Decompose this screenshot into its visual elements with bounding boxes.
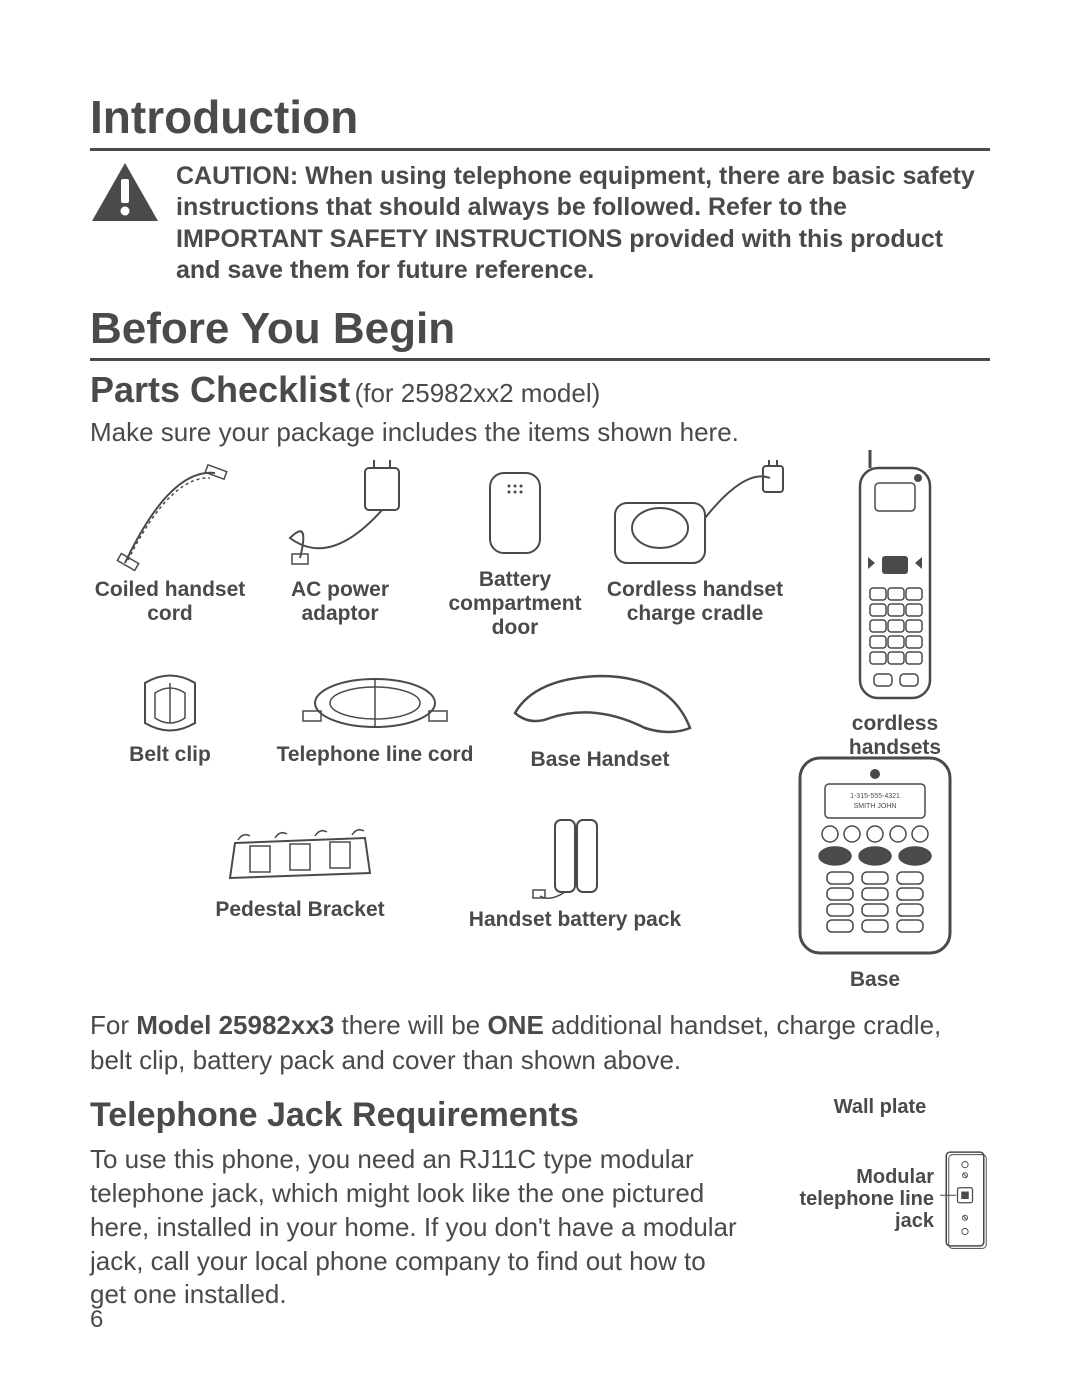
parts-checklist-model: (for 25982xx2 model) [355, 378, 601, 408]
wall-plate-label: Wall plate [770, 1096, 990, 1119]
charge-cradle-icon [600, 458, 790, 578]
wall-plate-diagram: Wall plate Modular telephone line jack [770, 1096, 990, 1279]
warning-icon [90, 161, 160, 223]
heading-before-begin: Before You Begin [90, 304, 990, 361]
pedestal-icon [190, 818, 410, 898]
charge-cradle-label: Cordless handset charge cradle [600, 578, 790, 626]
line-cord-icon [265, 663, 485, 743]
heading-jack-requirements: Telephone Jack Requirements [90, 1096, 742, 1135]
modular-jack-label: Modular telephone line jack [770, 1166, 934, 1232]
line-cord-label: Telephone line cord [265, 743, 485, 767]
parts-intro: Make sure your package includes the item… [90, 417, 990, 448]
base-label: Base [770, 968, 980, 992]
svg-text:SMITH JOHN: SMITH JOHN [854, 803, 897, 810]
ac-adaptor-label: AC power adaptor [260, 578, 420, 626]
page-number: 6 [90, 1306, 103, 1334]
pedestal-label: Pedestal Bracket [190, 898, 410, 922]
battery-door-icon [430, 458, 600, 568]
heading-parts-checklist: Parts Checklist [90, 369, 350, 410]
battery-pack-icon [460, 808, 690, 908]
coiled-cord-icon [90, 458, 250, 578]
model-note: For Model 25982xx3 there will be ONE add… [90, 1008, 990, 1078]
jack-text: To use this phone, you need an RJ11C typ… [90, 1143, 742, 1312]
cordless-handset-icon [810, 448, 980, 708]
coiled-cord-label: Coiled handset cord [90, 578, 250, 626]
wall-plate-icon [940, 1119, 990, 1279]
parts-diagram: Coiled handset cord AC power adaptor Bat… [90, 448, 990, 1008]
base-handset-label: Base Handset [490, 748, 710, 772]
battery-door-label: Battery compartment door [430, 568, 600, 640]
battery-pack-label: Handset battery pack [460, 908, 690, 932]
base-icon: 1-315-555-4321 SMITH JOHN [770, 748, 980, 968]
heading-introduction: Introduction [90, 90, 990, 151]
svg-text:1-315-555-4321: 1-315-555-4321 [850, 793, 900, 800]
belt-clip-label: Belt clip [90, 743, 250, 767]
base-handset-icon [490, 658, 710, 748]
caution-text: CAUTION: When using telephone equipment,… [176, 161, 990, 286]
belt-clip-icon [90, 663, 250, 743]
ac-adaptor-icon [260, 458, 420, 578]
